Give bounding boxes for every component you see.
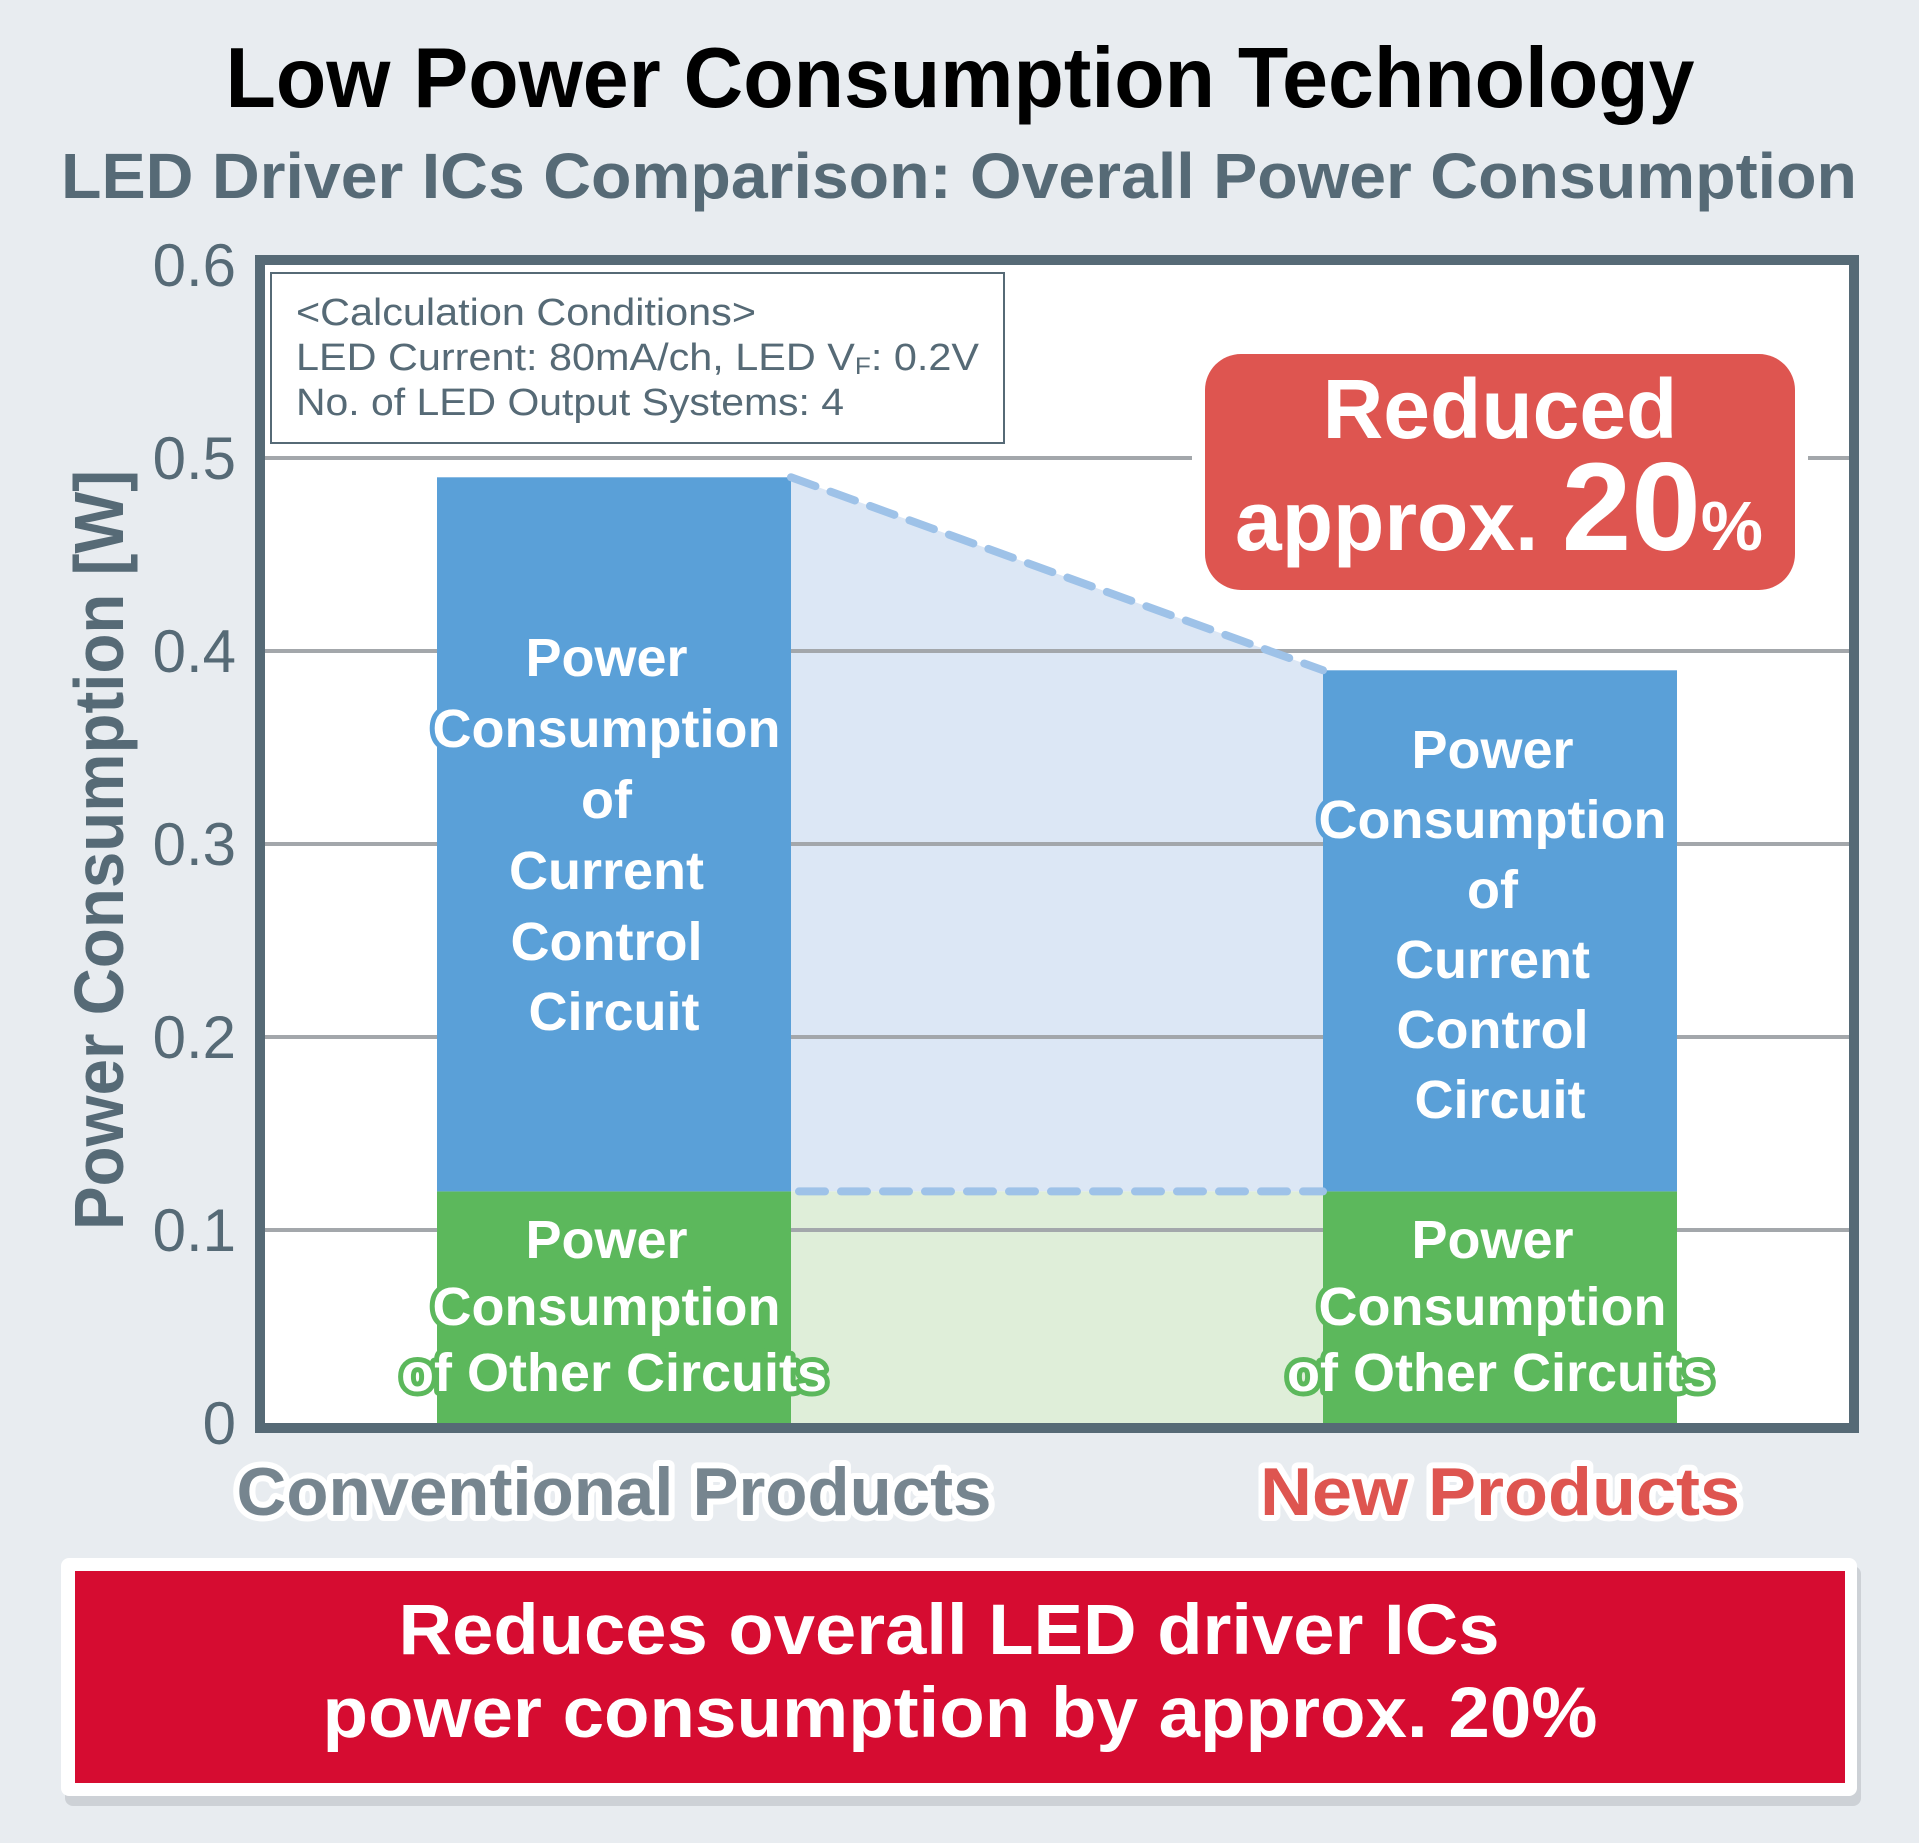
y-tick-label: 0.6 bbox=[153, 232, 236, 299]
bar-label-conventional-current-control: Power Consumption of Current Control Cir… bbox=[433, 628, 796, 1042]
bar-conventional-current-control bbox=[437, 477, 791, 1192]
bar-new-other-circuits bbox=[1323, 1191, 1677, 1423]
bar-new-current-control bbox=[1323, 670, 1677, 1192]
banner-background bbox=[75, 1571, 1845, 1783]
reduction-fill-current-control bbox=[791, 477, 1323, 1192]
bar-label-line: Power bbox=[1411, 720, 1573, 780]
conditions-output-systems: No. of LED Output Systems: 4 bbox=[296, 382, 844, 424]
bar-label-line: Consumption bbox=[433, 1277, 781, 1337]
y-axis: 0 0.1 0.2 0.3 0.4 0.5 0.6 Power Consumpt… bbox=[60, 232, 236, 1457]
badge-line-reduced: Reduced bbox=[1323, 362, 1678, 456]
conditions-led-current: LED Current: 80mA/ch, LED V F: 0.2V bbox=[296, 337, 980, 380]
bar-label-line: of Other Circuits bbox=[401, 1343, 827, 1403]
y-axis-title: Power Consumption [W] bbox=[60, 470, 138, 1230]
x-label-conventional-products: Conventional Products bbox=[237, 1454, 992, 1530]
chart-subtitle: LED Driver ICs Comparison: Overall Power… bbox=[61, 140, 1857, 212]
bar-label-conventional-other-circuits: Power Consumption of Other Circuits bbox=[401, 1210, 827, 1403]
x-label-new-products: New Products bbox=[1260, 1454, 1740, 1530]
y-tick-label: 0.1 bbox=[153, 1197, 236, 1264]
bar-label-line: Control bbox=[1397, 1000, 1589, 1060]
chart-title: Low Power Consumption Technology bbox=[226, 31, 1695, 126]
y-tick-label: 0.2 bbox=[153, 1004, 236, 1071]
conditions-heading: <Calculation Conditions> bbox=[296, 292, 756, 334]
y-tick-label: 0.3 bbox=[153, 811, 236, 878]
bar-conventional-other-circuits bbox=[437, 1191, 791, 1423]
y-tick-label: 0.4 bbox=[153, 618, 236, 685]
bar-label-line: of bbox=[1467, 860, 1519, 920]
badge-percent-unit: % bbox=[1701, 487, 1763, 565]
calculation-conditions-frame bbox=[270, 272, 1005, 444]
conditions-vf-subscript: F bbox=[855, 353, 871, 380]
badge-percent-value: 20 bbox=[1562, 438, 1701, 577]
summary-banner: Reduces overall LED driver ICs power con… bbox=[61, 1558, 1861, 1806]
bar-label-line: of Other Circuits bbox=[1287, 1343, 1713, 1403]
bar-label-line: Power bbox=[525, 628, 687, 688]
bar-label-new-other-circuits: Power Consumption of Other Circuits bbox=[1287, 1210, 1713, 1403]
bar-label-line: Current bbox=[509, 841, 704, 901]
bar-label-line: Control bbox=[511, 912, 703, 972]
badge-approx-label: approx. bbox=[1235, 474, 1562, 568]
bar-label-line: Consumption bbox=[1319, 1277, 1667, 1337]
calculation-conditions-box: <Calculation Conditions> LED Current: 80… bbox=[270, 272, 1005, 444]
y-tick-label: 0.5 bbox=[153, 425, 236, 492]
reduction-dashed-line-total bbox=[787, 473, 1327, 675]
badge-background bbox=[1205, 354, 1795, 590]
bar-label-line: of bbox=[581, 770, 633, 830]
bar-label-new-current-control: Power Consumption of Current Control Cir… bbox=[1319, 720, 1682, 1130]
bar-label-line: Power bbox=[1411, 1210, 1573, 1270]
reduction-badge: Reduced approx. 20% bbox=[1192, 341, 1808, 603]
reduction-fill-other-circuits bbox=[791, 1191, 1323, 1423]
bar-label-line: Consumption bbox=[1319, 790, 1667, 850]
conditions-led-vf-value: : 0.2V bbox=[871, 337, 980, 379]
banner-line-1: Reduces overall LED driver ICs bbox=[399, 1591, 1500, 1670]
conditions-led-current-prefix: LED Current: 80mA/ch, LED V bbox=[296, 337, 856, 379]
y-tick-label: 0 bbox=[203, 1390, 236, 1457]
badge-line-approx: approx. 20% bbox=[1235, 438, 1763, 577]
banner-line-2: power consumption by approx. 20% bbox=[323, 1674, 1598, 1753]
bar-label-line: Current bbox=[1395, 930, 1590, 990]
bar-label-line: Consumption bbox=[433, 699, 781, 759]
bar-label-line: Circuit bbox=[528, 982, 699, 1042]
plot-frame bbox=[255, 255, 1859, 1433]
bar-label-line: Circuit bbox=[1414, 1070, 1585, 1130]
bar-label-line: Power bbox=[525, 1210, 687, 1270]
